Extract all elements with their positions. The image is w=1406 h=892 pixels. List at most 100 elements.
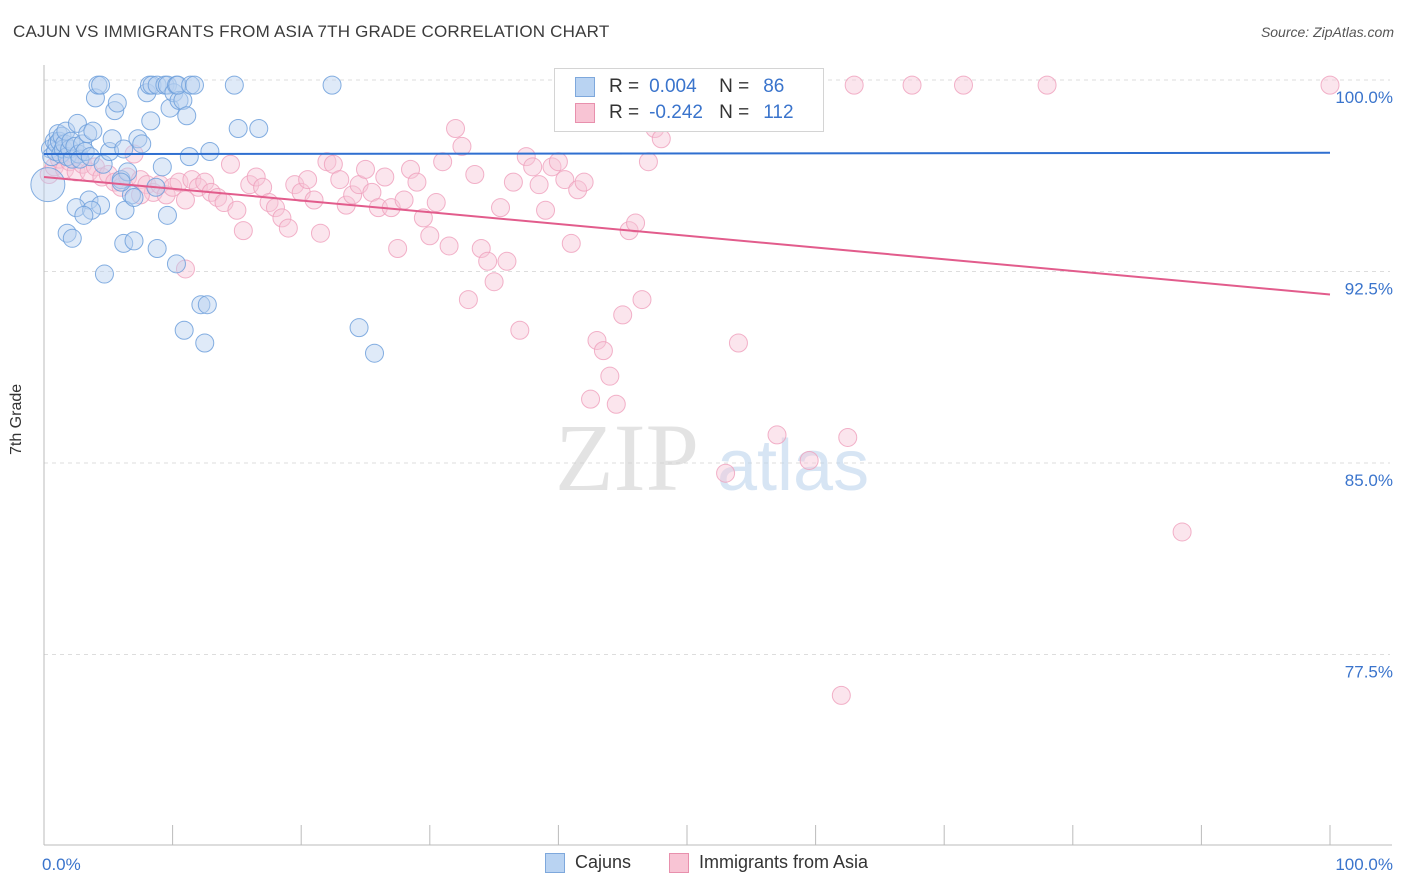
- y-tick-label: 92.5%: [1345, 280, 1393, 299]
- asia-point: [439, 236, 459, 256]
- asia-point: [568, 180, 588, 200]
- asia-trend-line: [43, 176, 1331, 296]
- asia-point: [407, 172, 427, 192]
- asia-point: [632, 290, 652, 310]
- cajuns-swatch: [575, 77, 595, 97]
- asia-point: [452, 136, 472, 156]
- asia-point: [310, 223, 330, 243]
- n-label: N =: [719, 102, 750, 123]
- asia-legend-swatch: [669, 852, 689, 873]
- asia-point: [285, 175, 305, 195]
- asia-point: [529, 175, 549, 195]
- cajuns-point: [111, 172, 131, 192]
- asia-point: [626, 213, 646, 233]
- asia-point: [446, 119, 466, 139]
- cajuns-point: [93, 154, 113, 174]
- cajuns-point: [57, 223, 77, 243]
- cajuns-point: [249, 119, 269, 139]
- cajuns-point: [91, 75, 111, 95]
- legend-row-asia: R = -0.242 N = 112: [575, 101, 794, 125]
- asia-point: [420, 226, 440, 246]
- cajuns-point: [228, 119, 248, 139]
- cajuns-point: [322, 75, 342, 95]
- asia-point: [844, 75, 864, 95]
- asia-point: [343, 185, 363, 205]
- asia-point: [536, 200, 556, 220]
- asia-point: [175, 190, 195, 210]
- asia-point: [458, 290, 478, 310]
- cajuns-point: [365, 343, 385, 363]
- asia-point: [465, 164, 485, 184]
- asia-point: [484, 272, 504, 292]
- n-value-cajuns: 86: [763, 76, 785, 97]
- cajuns-point: [349, 318, 369, 338]
- r-label: R =: [609, 76, 640, 97]
- asia-point: [497, 251, 517, 271]
- asia-point: [426, 193, 446, 213]
- asia-point: [233, 221, 253, 241]
- asia-point: [330, 170, 350, 190]
- cajuns-point: [62, 228, 82, 248]
- asia-point: [278, 218, 298, 238]
- asia-point: [246, 167, 266, 187]
- asia-swatch: [575, 103, 595, 123]
- asia-point: [304, 190, 324, 210]
- cajuns-point: [85, 88, 105, 108]
- asia-point: [1037, 75, 1057, 95]
- asia-point: [561, 233, 581, 253]
- cajuns-point: [74, 205, 94, 225]
- n-label: N =: [719, 76, 750, 97]
- r-label: R =: [609, 102, 640, 123]
- cajuns-point: [147, 239, 167, 259]
- asia-point: [548, 152, 568, 172]
- cajuns-point: [30, 167, 66, 203]
- asia-legend-label: Immigrants from Asia: [699, 852, 869, 872]
- asia-point: [587, 330, 607, 350]
- asia-point: [516, 147, 536, 167]
- asia-point: [175, 259, 195, 279]
- asia-point: [542, 157, 562, 177]
- cajuns-point: [179, 147, 199, 167]
- chart-source: Source: ZipAtlas.com: [1260, 24, 1394, 40]
- tick-labels: 100.0% 92.5% 85.0% 77.5% 0.0% 100.0%: [42, 88, 1393, 874]
- asia-point: [401, 159, 421, 179]
- cajuns-point: [100, 141, 120, 161]
- n-value-asia: 112: [763, 102, 794, 123]
- asia-point: [838, 427, 858, 447]
- asia-point: [156, 185, 176, 205]
- cajuns-point: [67, 113, 87, 133]
- watermark-atlas: atlas: [717, 426, 869, 506]
- correlation-legend: R = 0.004 N = 86 R = -0.242 N = 112: [554, 68, 824, 132]
- asia-point: [503, 172, 523, 192]
- asia-point: [953, 75, 973, 95]
- gridlines: [44, 79, 1390, 655]
- asia-point: [593, 341, 613, 361]
- asia-point: [581, 389, 601, 409]
- asia-point: [491, 198, 511, 218]
- watermark-zip: ZIP: [555, 404, 699, 511]
- asia-point: [227, 200, 247, 220]
- asia-point: [1172, 522, 1192, 542]
- cajuns-point: [107, 93, 127, 113]
- cajuns-point: [56, 121, 76, 141]
- cajuns-legend-swatch: [545, 852, 565, 873]
- x-tick-label-min: 0.0%: [42, 855, 81, 874]
- asia-point: [606, 394, 626, 414]
- cajuns-point: [195, 333, 215, 353]
- asia-point: [356, 159, 375, 179]
- cajuns-point: [157, 205, 177, 225]
- cajuns-trend-line: [43, 151, 1331, 156]
- asia-point: [433, 152, 453, 172]
- cajuns-point: [184, 75, 204, 95]
- asia-point: [272, 208, 292, 228]
- cajuns-point: [78, 124, 98, 144]
- r-value-cajuns: 0.004: [649, 76, 697, 97]
- cajuns-point: [118, 162, 138, 182]
- asia-point: [1320, 75, 1340, 95]
- cajuns-point: [177, 106, 197, 126]
- cajuns-point: [124, 231, 144, 251]
- asia-point: [471, 239, 491, 259]
- asia-point: [613, 305, 633, 325]
- legend-row-cajuns: R = 0.004 N = 86: [575, 75, 784, 99]
